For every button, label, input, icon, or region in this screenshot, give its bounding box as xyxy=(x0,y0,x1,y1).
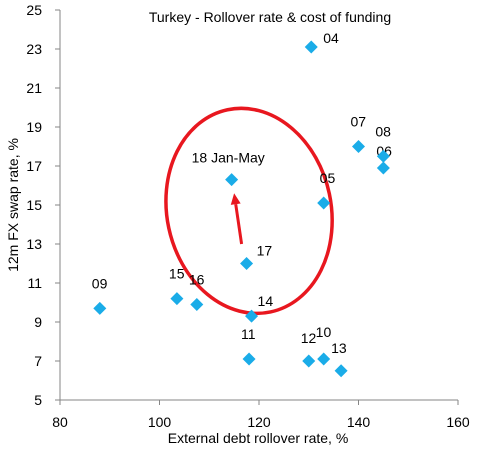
data-point-label: 18 Jan-May xyxy=(192,150,265,166)
data-point xyxy=(225,173,239,187)
y-tick-label: 7 xyxy=(34,353,42,369)
data-point-label: 08 xyxy=(375,123,391,139)
data-point-label: 15 xyxy=(169,266,185,282)
data-point-label: 17 xyxy=(257,243,273,259)
data-point xyxy=(302,354,316,368)
data-point xyxy=(376,161,390,175)
x-tick-label: 140 xyxy=(347,414,371,430)
data-point-label: 12 xyxy=(301,330,317,346)
x-tick-label: 100 xyxy=(148,414,172,430)
x-axis-title: External debt rollover rate, % xyxy=(168,430,349,446)
data-point xyxy=(245,309,259,323)
data-point-label: 11 xyxy=(241,326,256,342)
y-tick-label: 25 xyxy=(26,2,42,18)
data-point-label: 16 xyxy=(189,271,205,287)
data-point-label: 05 xyxy=(320,170,336,186)
y-tick-label: 11 xyxy=(27,275,42,291)
data-point-label: 13 xyxy=(331,340,347,356)
data-point xyxy=(317,352,331,366)
data-point xyxy=(93,301,107,315)
data-point xyxy=(352,140,365,153)
y-tick-label: 13 xyxy=(26,236,42,252)
x-tick-label: 160 xyxy=(446,414,470,430)
data-point xyxy=(304,40,318,54)
data-point xyxy=(376,149,390,163)
y-tick-label: 9 xyxy=(34,314,42,330)
trend-arrow-head xyxy=(230,193,241,205)
data-point xyxy=(170,292,184,306)
data-point-label: 09 xyxy=(92,275,108,291)
data-point-label: 14 xyxy=(258,293,274,309)
y-tick-label: 15 xyxy=(26,197,42,213)
chart-title: Turkey - Rollover rate & cost of funding xyxy=(149,9,391,25)
data-point xyxy=(190,297,204,311)
data-point xyxy=(334,364,348,378)
y-tick-label: 5 xyxy=(34,392,42,408)
y-axis-title: 12m FX swap rate, % xyxy=(5,138,21,272)
data-point-label: 04 xyxy=(323,30,339,46)
data-point-label: 10 xyxy=(316,324,332,340)
x-tick-label: 120 xyxy=(247,414,271,430)
data-point-label: 07 xyxy=(351,114,367,130)
y-tick-label: 17 xyxy=(26,158,42,174)
x-tick-label: 80 xyxy=(52,414,68,430)
trend-arrow-shaft xyxy=(234,203,244,245)
y-tick-label: 21 xyxy=(26,80,42,96)
data-point xyxy=(242,352,256,366)
data-point xyxy=(317,196,331,210)
data-point xyxy=(240,257,254,270)
highlight-ellipse xyxy=(164,106,334,316)
y-tick-label: 19 xyxy=(26,119,42,135)
y-tick-label: 23 xyxy=(26,41,42,57)
